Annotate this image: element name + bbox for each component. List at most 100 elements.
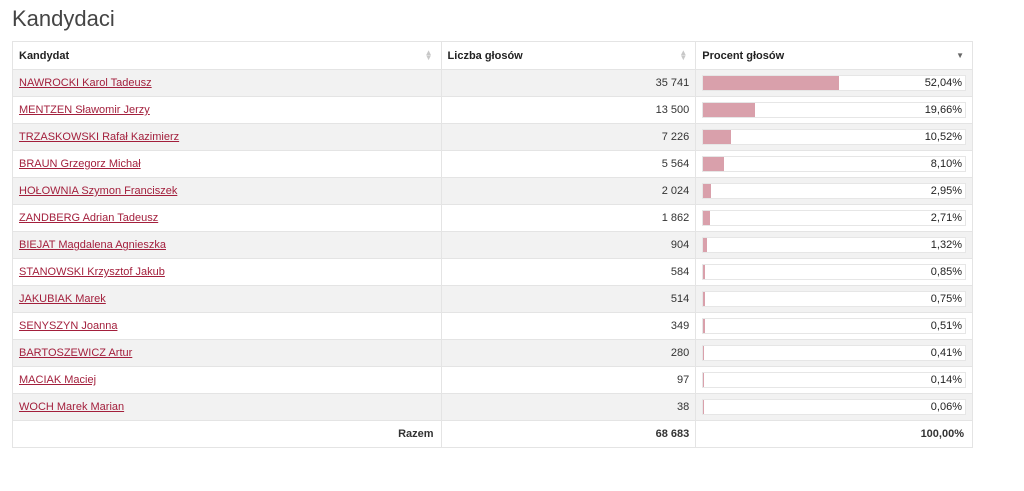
sort-desc-icon[interactable]: ▼ — [956, 51, 964, 60]
table-row: HOŁOWNIA Szymon Franciszek 2 024 2,95% — [12, 177, 973, 205]
candidate-cell: JAKUBIAK Marek — [12, 285, 442, 313]
percent-bar: 0,14% — [702, 372, 966, 388]
votes-cell: 7 226 — [440, 123, 697, 151]
candidate-link[interactable]: MENTZEN Sławomir Jerzy — [19, 104, 150, 116]
percent-cell: 0,06% — [695, 393, 973, 421]
candidate-cell: ZANDBERG Adrian Tadeusz — [12, 204, 442, 232]
percent-label: 0,85% — [930, 266, 962, 278]
votes-cell: 904 — [440, 231, 697, 259]
column-header-candidate[interactable]: Kandydat ▲ ▼ — [12, 41, 442, 70]
column-header-percent[interactable]: Procent głosów ▼ — [695, 41, 973, 70]
table-row: MENTZEN Sławomir Jerzy 13 500 19,66% — [12, 96, 973, 124]
table-row: ZANDBERG Adrian Tadeusz 1 862 2,71% — [12, 204, 973, 232]
percent-label: 19,66% — [924, 104, 962, 116]
percent-bar: 0,51% — [702, 318, 966, 334]
candidate-cell: STANOWSKI Krzysztof Jakub — [12, 258, 442, 286]
percent-bar-fill — [703, 184, 711, 198]
percent-cell: 0,41% — [695, 339, 973, 367]
candidate-cell: WOCH Marek Marian — [12, 393, 442, 421]
column-header-label: Kandydat — [19, 49, 70, 62]
percent-bar-fill — [703, 346, 705, 360]
table-row: MACIAK Maciej 97 0,14% — [12, 366, 973, 394]
percent-bar: 0,75% — [702, 291, 966, 307]
table-row: SENYSZYN Joanna 349 0,51% — [12, 312, 973, 340]
percent-label: 2,71% — [930, 212, 962, 224]
total-votes: 68 683 — [440, 420, 697, 448]
column-header-votes[interactable]: Liczba głosów ▲ ▼ — [440, 41, 697, 70]
percent-bar-fill — [703, 400, 705, 414]
candidate-cell: TRZASKOWSKI Rafał Kazimierz — [12, 123, 442, 151]
candidate-cell: MACIAK Maciej — [12, 366, 442, 394]
percent-bar-fill — [703, 130, 731, 144]
percent-bar: 19,66% — [702, 102, 966, 118]
percent-bar: 10,52% — [702, 129, 966, 145]
table-row: NAWROCKI Karol Tadeusz 35 741 52,04% — [12, 69, 973, 97]
candidate-link[interactable]: BARTOSZEWICZ Artur — [19, 347, 133, 359]
table-row: BIEJAT Magdalena Agnieszka 904 1,32% — [12, 231, 973, 259]
percent-label: 0,75% — [930, 293, 962, 305]
percent-label: 0,41% — [930, 347, 962, 359]
candidate-link[interactable]: MACIAK Maciej — [19, 374, 97, 386]
percent-bar-fill — [703, 103, 755, 117]
percent-cell: 2,95% — [695, 177, 973, 205]
percent-cell: 1,32% — [695, 231, 973, 259]
percent-label: 2,95% — [930, 185, 962, 197]
table-row: WOCH Marek Marian 38 0,06% — [12, 393, 973, 421]
percent-bar: 1,32% — [702, 237, 966, 253]
candidate-cell: HOŁOWNIA Szymon Franciszek — [12, 177, 442, 205]
candidate-link[interactable]: TRZASKOWSKI Rafał Kazimierz — [19, 131, 180, 143]
candidate-link[interactable]: BIEJAT Magdalena Agnieszka — [19, 239, 166, 251]
percent-bar: 2,71% — [702, 210, 966, 226]
votes-cell: 584 — [440, 258, 697, 286]
table-body: NAWROCKI Karol Tadeusz 35 741 52,04% MENTZE… — [12, 69, 973, 421]
percent-cell: 0,14% — [695, 366, 973, 394]
percent-bar: 52,04% — [702, 75, 966, 91]
votes-cell: 97 — [440, 366, 697, 394]
votes-cell: 38 — [440, 393, 697, 421]
candidate-link[interactable]: WOCH Marek Marian — [19, 401, 125, 413]
percent-bar: 0,85% — [702, 264, 966, 280]
table-row: BRAUN Grzegorz Michał 5 564 8,10% — [12, 150, 973, 178]
candidate-link[interactable]: STANOWSKI Krzysztof Jakub — [19, 266, 165, 278]
percent-bar-fill — [703, 76, 840, 90]
page-title: Kandydaci — [12, 6, 115, 31]
percent-bar-fill — [703, 265, 706, 279]
percent-bar: 0,06% — [702, 399, 966, 415]
percent-bar-fill — [703, 292, 706, 306]
sort-both-icon[interactable]: ▲ ▼ — [679, 48, 688, 62]
table-row: TRZASKOWSKI Rafał Kazimierz 7 226 10,52% — [12, 123, 973, 151]
percent-bar-fill — [703, 157, 725, 171]
votes-cell: 35 741 — [440, 69, 697, 97]
percent-bar-fill — [703, 319, 705, 333]
votes-cell: 280 — [440, 339, 697, 367]
percent-bar: 8,10% — [702, 156, 966, 172]
percent-cell: 52,04% — [695, 69, 973, 97]
percent-bar-fill — [703, 373, 705, 387]
candidate-link[interactable]: HOŁOWNIA Szymon Franciszek — [19, 185, 178, 197]
percent-label: 8,10% — [930, 158, 962, 170]
candidate-link[interactable]: ZANDBERG Adrian Tadeusz — [19, 212, 159, 224]
candidate-cell: MENTZEN Sławomir Jerzy — [12, 96, 442, 124]
percent-label: 52,04% — [924, 77, 962, 89]
votes-cell: 13 500 — [440, 96, 697, 124]
percent-bar: 0,41% — [702, 345, 966, 361]
percent-cell: 2,71% — [695, 204, 973, 232]
votes-cell: 349 — [440, 312, 697, 340]
column-header-label: Procent głosów — [702, 49, 785, 62]
total-percent: 100,00% — [695, 420, 973, 448]
percent-cell: 0,75% — [695, 285, 973, 313]
sort-both-icon[interactable]: ▲ ▼ — [424, 48, 433, 62]
candidate-link[interactable]: SENYSZYN Joanna — [19, 320, 118, 332]
table-row: BARTOSZEWICZ Artur 280 0,41% — [12, 339, 973, 367]
percent-cell: 0,51% — [695, 312, 973, 340]
percent-bar-fill — [703, 238, 707, 252]
candidate-cell: BIEJAT Magdalena Agnieszka — [12, 231, 442, 259]
percent-label: 1,32% — [930, 239, 962, 251]
candidate-link[interactable]: JAKUBIAK Marek — [19, 293, 106, 305]
percent-label: 0,06% — [930, 401, 962, 413]
candidate-cell: NAWROCKI Karol Tadeusz — [12, 69, 442, 97]
candidate-link[interactable]: BRAUN Grzegorz Michał — [19, 158, 141, 170]
total-row: Razem 68 683 100,00% — [12, 420, 973, 448]
table-row: JAKUBIAK Marek 514 0,75% — [12, 285, 973, 313]
candidate-link[interactable]: NAWROCKI Karol Tadeusz — [19, 77, 152, 89]
